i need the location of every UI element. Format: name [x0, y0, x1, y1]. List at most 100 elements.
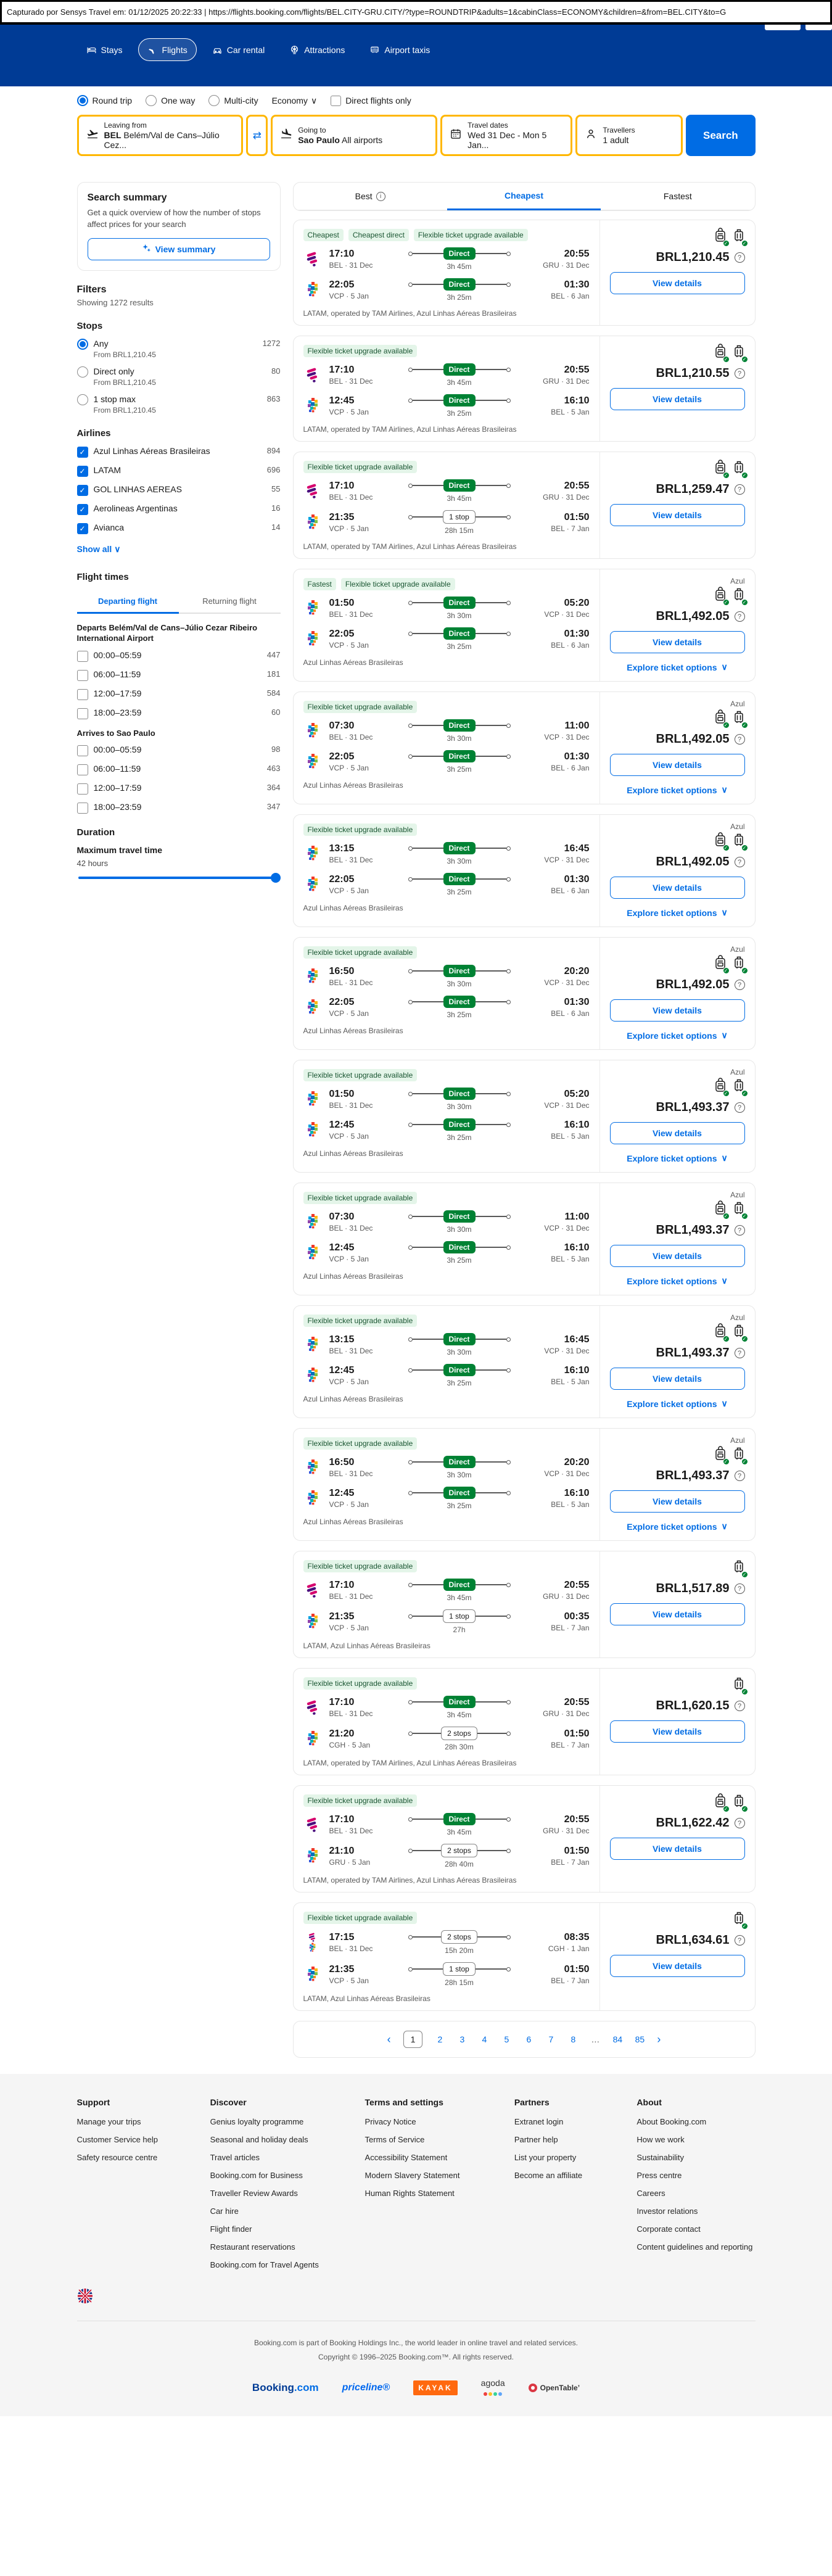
flight-time-option[interactable]: 06:00–11:59 181 — [76, 669, 281, 681]
view-details-button[interactable]: View details — [609, 1603, 745, 1625]
page-number-3[interactable]: 3 — [459, 2034, 465, 2044]
footer-link[interactable]: Travel articles — [210, 2153, 260, 2162]
show-all-airlines-link[interactable]: Show all ∨ — [77, 544, 121, 555]
footer-link[interactable]: Safety resource centre — [76, 2153, 158, 2162]
footer-link[interactable]: Investor relations — [636, 2207, 698, 2216]
view-details-button[interactable]: View details — [609, 631, 745, 653]
view-details-button[interactable]: View details — [609, 388, 745, 410]
airline-option-2[interactable]: ✓ GOL LINHAS AEREAS 55 — [76, 484, 281, 496]
nav-item-attractions[interactable]: Attractions — [280, 38, 354, 61]
going-to-field[interactable]: Going to Sao Paulo All airports — [271, 115, 438, 156]
page-number-2[interactable]: 2 — [437, 2034, 443, 2044]
flight-time-option[interactable]: 12:00–17:59 584 — [76, 688, 281, 700]
nav-item-airport-taxis[interactable]: TAXI Airport taxis — [360, 38, 439, 61]
footer-link[interactable]: List your property — [514, 2153, 577, 2162]
footer-link[interactable]: Restaurant reservations — [210, 2242, 295, 2252]
footer-link[interactable]: Extranet login — [514, 2117, 564, 2126]
footer-link[interactable]: Booking.com for Business — [210, 2171, 303, 2180]
view-details-button[interactable]: View details — [609, 1368, 745, 1390]
footer-link[interactable]: Modern Slavery Statement — [365, 2171, 460, 2180]
flight-time-option[interactable]: 18:00–23:59 60 — [76, 708, 281, 719]
stops-option-direct-only[interactable]: Direct only From BRL1,210.45 80 — [76, 366, 281, 387]
footer-link[interactable]: Sustainability — [636, 2153, 685, 2162]
view-details-button[interactable]: View details — [609, 754, 745, 776]
price-help-icon[interactable]: ? — [734, 484, 745, 495]
price-help-icon[interactable]: ? — [734, 734, 745, 745]
agoda-logo[interactable]: agoda — [481, 2378, 505, 2398]
footer-link[interactable]: Terms of Service — [365, 2135, 425, 2144]
footer-link[interactable]: About Booking.com — [636, 2117, 707, 2126]
footer-link[interactable]: Seasonal and holiday deals — [210, 2135, 308, 2144]
flight-time-option[interactable]: 00:00–05:59 447 — [76, 650, 281, 662]
explore-ticket-options-link[interactable]: Explore ticket options ∨ — [627, 785, 728, 795]
view-summary-button[interactable]: View summary — [87, 237, 270, 260]
trip-type-round-trip[interactable]: Round trip — [76, 95, 132, 106]
price-help-icon[interactable]: ? — [734, 980, 745, 990]
previous-page-button[interactable]: ‹ — [387, 2033, 391, 2046]
footer-link[interactable]: Genius loyalty programme — [210, 2117, 304, 2126]
airline-option-3[interactable]: ✓ Aerolineas Argentinas 16 — [76, 503, 281, 515]
footer-link[interactable]: Accessibility Statement — [365, 2153, 448, 2162]
flight-times-tab-returning[interactable]: Returning flight — [178, 591, 281, 614]
kayak-logo[interactable]: KAYAK — [413, 2380, 458, 2395]
travellers-field[interactable]: Travellers 1 adult — [575, 115, 683, 156]
price-help-icon[interactable]: ? — [734, 368, 745, 379]
duration-slider-handle[interactable] — [270, 873, 281, 883]
page-number-8[interactable]: 8 — [570, 2034, 576, 2044]
explore-ticket-options-link[interactable]: Explore ticket options ∨ — [627, 907, 728, 918]
footer-link[interactable]: Flight finder — [210, 2224, 252, 2234]
price-help-icon[interactable]: ? — [734, 1225, 745, 1236]
footer-link[interactable]: Human Rights Statement — [365, 2189, 455, 2198]
swap-origin-destination-button[interactable]: ⇄ — [246, 115, 268, 156]
trip-type-multi-city[interactable]: Multi-city — [208, 95, 258, 106]
direct-flights-only-checkbox[interactable]: Direct flights only — [331, 95, 411, 106]
price-help-icon[interactable]: ? — [734, 1935, 745, 1946]
view-details-button[interactable]: View details — [609, 1955, 745, 1977]
footer-link[interactable]: Booking.com for Travel Agents — [210, 2260, 319, 2269]
footer-link[interactable]: Manage your trips — [76, 2117, 141, 2126]
footer-link[interactable]: Customer Service help — [76, 2135, 159, 2144]
view-details-button[interactable]: View details — [609, 1122, 745, 1144]
explore-ticket-options-link[interactable]: Explore ticket options ∨ — [627, 1276, 728, 1286]
footer-link[interactable]: Privacy Notice — [365, 2117, 416, 2126]
view-details-button[interactable]: View details — [609, 1490, 745, 1513]
view-details-button[interactable]: View details — [609, 999, 745, 1022]
price-help-icon[interactable]: ? — [734, 1583, 745, 1594]
footer-link[interactable]: Become an affiliate — [514, 2171, 583, 2180]
opentable-logo[interactable]: OpenTable’ — [528, 2383, 580, 2392]
nav-item-car-rental[interactable]: Car rental — [203, 38, 274, 61]
nav-item-flights[interactable]: Flights — [138, 38, 197, 61]
view-details-button[interactable]: View details — [609, 504, 745, 526]
next-page-button[interactable]: › — [657, 2033, 661, 2046]
footer-link[interactable]: Corporate contact — [636, 2224, 701, 2234]
footer-link[interactable]: How we work — [636, 2135, 685, 2144]
price-help-icon[interactable]: ? — [734, 1701, 745, 1711]
page-number-84[interactable]: 84 — [612, 2034, 623, 2044]
flight-time-option[interactable]: 00:00–05:59 98 — [76, 745, 281, 757]
price-help-icon[interactable]: ? — [734, 857, 745, 867]
footer-link[interactable]: Careers — [636, 2189, 665, 2198]
price-help-icon[interactable]: ? — [734, 1348, 745, 1358]
price-help-icon[interactable]: ? — [734, 1818, 745, 1828]
page-number-4[interactable]: 4 — [482, 2034, 487, 2044]
page-number-1[interactable]: 1 — [403, 2031, 423, 2048]
price-help-icon[interactable]: ? — [734, 611, 745, 622]
flight-time-option[interactable]: 18:00–23:59 347 — [76, 802, 281, 814]
flight-times-tab-departing[interactable]: Departing flight — [76, 591, 179, 614]
price-help-icon[interactable]: ? — [734, 1102, 745, 1113]
airline-option-1[interactable]: ✓ LATAM 696 — [76, 465, 281, 477]
travel-dates-field[interactable]: Travel dates Wed 31 Dec - Mon 5 Jan... — [440, 115, 573, 156]
view-details-button[interactable]: View details — [609, 1245, 745, 1267]
page-number-7[interactable]: 7 — [548, 2034, 554, 2044]
priceline-logo[interactable]: priceline® — [342, 2382, 390, 2393]
explore-ticket-options-link[interactable]: Explore ticket options ∨ — [627, 1521, 728, 1532]
uk-flag-icon[interactable] — [77, 2288, 756, 2307]
footer-link[interactable]: Press centre — [636, 2171, 682, 2180]
page-number-6[interactable]: 6 — [526, 2034, 532, 2044]
price-help-icon[interactable]: ? — [734, 1471, 745, 1481]
airline-option-4[interactable]: ✓ Avianca 14 — [76, 522, 281, 534]
page-number-5[interactable]: 5 — [504, 2034, 509, 2044]
flight-time-option[interactable]: 12:00–17:59 364 — [76, 783, 281, 795]
cabin-class-select[interactable]: Economy ∨ — [272, 96, 318, 106]
stops-option-any[interactable]: Any From BRL1,210.45 1272 — [76, 338, 281, 359]
